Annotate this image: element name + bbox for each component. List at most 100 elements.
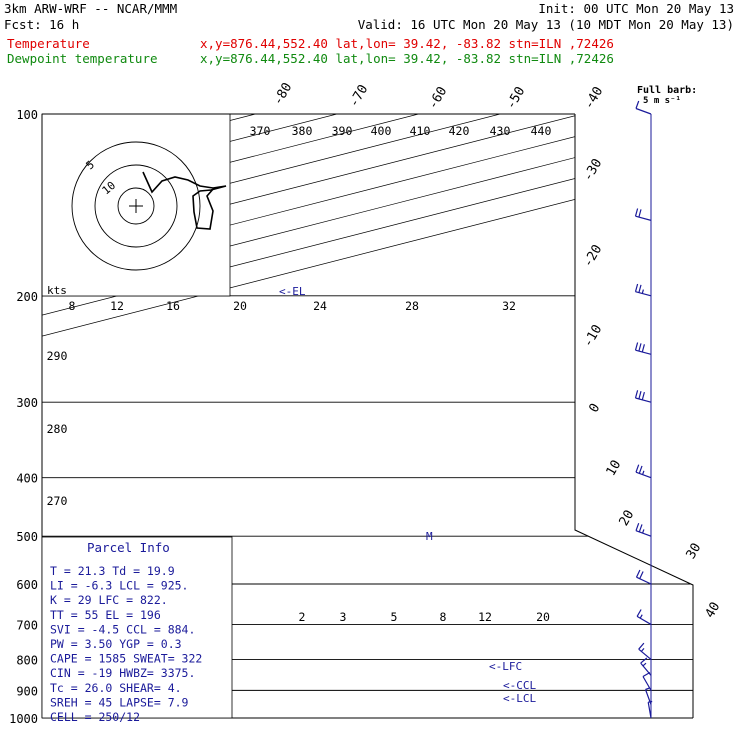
parcel-info-row: LI = -6.3 LCL = 925. [50,579,188,593]
hodograph: 5 10 kts [41,113,231,297]
parcel-info-row: SREH = 45 LAPSE= 7.9 [50,695,189,709]
wind-barb [638,642,652,660]
wind-barb-shaft [636,576,652,585]
wind-barb [635,522,652,537]
parcel-info-row: CELL = 250/12 [50,710,140,724]
level-annotations: <-EL M <-LFC <-CCL <-LCL [279,285,536,705]
wind-barb-flag [638,642,645,650]
mixing-ratio-label: 8 [69,299,76,313]
wind-barb [642,671,652,691]
wind-barb-flag [642,662,647,667]
chart-header: 3km ARW-WRF -- NCAR/MMM Init: 00 UTC Mon… [4,1,734,66]
wind-barb-shaft [635,471,652,479]
wind-barb-flag [641,391,645,401]
wind-barb-shaft [640,662,652,676]
ccl-marker: <-CCL [503,679,536,692]
parcel-info-row: CIN = -19 HWBZ= 3375. [50,666,195,680]
wind-barb-shaft [635,530,652,537]
mixing-ratio-label: 5 [391,610,398,624]
mixing-ratio-label: 32 [502,299,516,313]
frame-right [574,114,694,718]
wind-barb-flag [634,283,639,292]
parcel-info-row: T = 21.3 Td = 19.9 [50,564,175,578]
hodograph-units: kts [47,284,67,297]
wind-barb [634,390,652,403]
wind-barbs [634,100,653,719]
mixing-ratio-label: 20 [233,299,247,313]
wind-barb-flag [642,529,645,534]
wind-barb-flag [638,465,643,474]
temperature-tick-label: 30 [684,541,705,562]
wind-barb [635,100,652,115]
wind-barb-flag [640,657,648,664]
barb-legend-title: Full barb: [637,85,697,96]
isotherm-line [0,114,11,718]
wind-barb-flag [634,208,639,217]
mixing-ratio-label: 28 [405,299,419,313]
parcel-info-row: SVI = -4.5 CCL = 884. [50,622,195,636]
pressure-tick-label: 200 [16,290,38,304]
wind-barb-flag [635,100,640,109]
temperature-tick-label: 20 [617,508,638,529]
temperature-tick-label: -70 [347,82,372,110]
valid-time: Valid: 16 UTC Mon 20 May 13 (10 MDT Mon … [358,17,734,32]
hodograph-trace [142,171,227,230]
theta-label: 270 [47,494,68,508]
lfc-marker: <-LFC [489,660,522,673]
hodograph-ring-5 [94,164,178,248]
temperature-tick-label: -20 [581,242,606,270]
temperature-tick-label: 40 [703,600,724,621]
theta-label: 390 [332,124,353,138]
wind-barb-flag [642,470,645,475]
wind-barb-flag [635,522,640,531]
theta-label: 420 [449,124,470,138]
wind-barb-flag [638,391,642,400]
mixing-ratio-label: 3 [340,610,347,624]
legend-temperature: Temperature [7,36,90,51]
theta-label: 380 [292,124,313,138]
temperature-tick-label: -40 [582,84,607,112]
wind-barb-flag [634,342,639,351]
hodograph-ring-10 [71,141,201,271]
model-title: 3km ARW-WRF -- NCAR/MMM [4,1,177,16]
wind-barb-flag [641,289,644,294]
pressure-tick-label: 700 [16,618,38,632]
wind-barb [634,342,652,355]
temperature-tick-label: -10 [581,322,606,350]
mixing-ratio-label: 12 [478,610,492,624]
mixing-ratio-label: 16 [166,299,180,313]
pressure-tick-label: 500 [16,530,38,544]
wind-barb-flag [648,700,653,703]
theta-label: 400 [371,124,392,138]
mixing-ratio-label: 24 [313,299,327,313]
dry-adiabat-line [0,114,7,718]
parcel-info-row: CAPE = 1585 SWEAT= 322 [50,652,202,666]
wind-barb-shaft [638,648,652,660]
theta-label: 370 [250,124,271,138]
barb-legend-units: 5 m s⁻¹ [643,96,681,106]
theta-label: 410 [410,124,431,138]
isotherm-line [42,178,575,316]
wind-barb-flag [645,687,650,691]
temperature-tick-label: 0 [587,401,604,415]
init-time: Init: 00 UTC Mon 20 May 13 [538,1,734,16]
wind-barb-flag [642,671,651,678]
mixing-ratio-label: 12 [110,299,124,313]
wind-barb [636,609,652,625]
isotherm-line [42,157,575,295]
wind-barb-flag [634,390,639,399]
temperature-location: x,y=876.44,552.40 lat,lon= 39.42, -83.82… [200,36,614,51]
pressure-tick-label: 300 [16,396,38,410]
wind-barb [635,569,652,585]
parcel-info-row: PW = 3.50 YGP = 0.3 [50,637,182,651]
wind-barb-flag [641,344,645,353]
mixing-ratio-label: 20 [536,610,550,624]
pressure-tick-label: 800 [16,653,38,667]
wind-barb-shaft [635,291,652,297]
theta-label: 430 [490,124,511,138]
el-marker: <-EL [279,285,306,298]
legend-dewpoint: Dewpoint temperature [7,51,158,66]
wind-barb-flag [638,284,642,293]
parcel-info-row: TT = 55 EL = 196 [50,608,161,622]
